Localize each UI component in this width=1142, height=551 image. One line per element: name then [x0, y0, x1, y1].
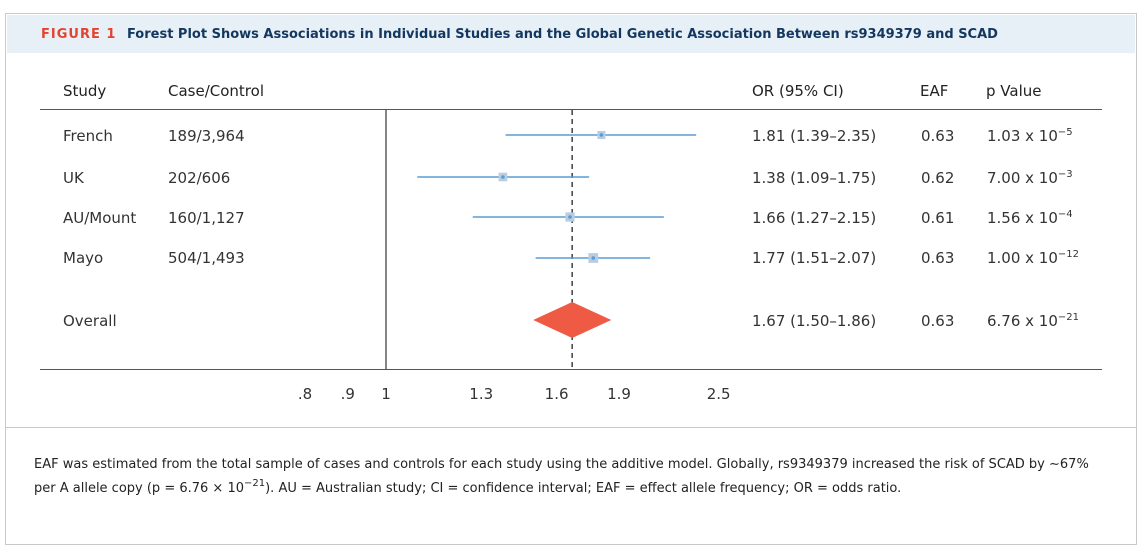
figure-frame: FIGURE 1 Forest Plot Shows Associations … [5, 13, 1137, 545]
row-eaf: 0.63 [921, 249, 955, 267]
header-study: Study [63, 82, 107, 100]
figure-title: FIGURE 1 Forest Plot Shows Associations … [41, 27, 998, 42]
row-eaf: 0.63 [921, 127, 955, 145]
p-exponent: −3 [1057, 169, 1073, 180]
caption-text-2: per A allele copy (p = 6.76 × 10 [34, 481, 244, 496]
caption-text-3: ). AU = Australian study; CI = confidenc… [265, 481, 902, 496]
caption-exponent: −21 [244, 478, 266, 489]
axis-rule [40, 369, 1102, 370]
caption-separator [5, 427, 1137, 428]
p-base: 1.03 x 10 [987, 127, 1058, 145]
p-exponent: −21 [1057, 312, 1080, 323]
row-or-ci: 1.66 (1.27–2.15) [752, 209, 877, 227]
figure-title-text: Forest Plot Shows Associations in Indivi… [126, 27, 998, 42]
row-case-control: 202/606 [168, 169, 231, 187]
row-p-value: 1.03 x 10−5 [987, 127, 1073, 145]
p-exponent: −12 [1057, 249, 1080, 260]
p-exponent: −5 [1057, 127, 1073, 138]
header-eaf: EAF [920, 82, 949, 100]
x-tick-label: 1 [381, 385, 391, 403]
p-base: 6.76 x 10 [987, 312, 1058, 330]
row-case-control: 189/3,964 [168, 127, 245, 145]
p-exponent: −4 [1057, 209, 1073, 220]
row-p-value: 7.00 x 10−3 [987, 169, 1073, 187]
row-study: French [63, 127, 113, 145]
figure-caption: EAF was estimated from the total sample … [34, 453, 1114, 501]
row-study: Mayo [63, 249, 104, 267]
row-eaf: 0.62 [921, 169, 955, 187]
row-or-ci: 1.81 (1.39–2.35) [752, 127, 877, 145]
x-tick-label: .9 [341, 385, 355, 403]
p-base: 7.00 x 10 [987, 169, 1058, 187]
row-eaf: 0.61 [921, 209, 955, 227]
header-case-control: Case/Control [168, 82, 264, 100]
row-p-value-overall: 6.76 x 10−21 [987, 312, 1079, 330]
row-study-overall: Overall [63, 312, 117, 330]
row-study: UK [63, 169, 84, 187]
row-case-control: 504/1,493 [168, 249, 245, 267]
x-tick-label: 1.3 [469, 385, 493, 403]
row-case-control: 160/1,127 [168, 209, 245, 227]
header-p-value: p Value [986, 82, 1042, 100]
row-or-ci: 1.77 (1.51–2.07) [752, 249, 877, 267]
row-p-value: 1.00 x 10−12 [987, 249, 1079, 267]
x-tick-label: .8 [298, 385, 312, 403]
row-p-value: 1.56 x 10−4 [987, 209, 1073, 227]
row-or-ci: 1.38 (1.09–1.75) [752, 169, 877, 187]
x-tick-label: 2.5 [707, 385, 731, 403]
point-estimate-dot [591, 256, 596, 260]
row-study: AU/Mount [63, 209, 137, 227]
caption-approx: ∼67% [1049, 457, 1089, 472]
x-tick-label: 1.6 [545, 385, 569, 403]
header-rule [40, 109, 1102, 110]
figure-title-bar: FIGURE 1 Forest Plot Shows Associations … [7, 15, 1135, 53]
point-estimate-dot [599, 133, 604, 137]
row-or-ci-overall: 1.67 (1.50–1.86) [752, 312, 877, 330]
row-eaf-overall: 0.63 [921, 312, 955, 330]
header-or-ci: OR (95% CI) [752, 82, 844, 100]
p-base: 1.56 x 10 [987, 209, 1058, 227]
point-estimate-dot [568, 215, 572, 219]
point-estimate-dot [501, 175, 505, 179]
overall-diamond [533, 302, 612, 338]
x-tick-label: 1.9 [607, 385, 631, 403]
p-base: 1.00 x 10 [987, 249, 1058, 267]
caption-text-1: EAF was estimated from the total sample … [34, 457, 1050, 472]
figure-label: FIGURE 1 [41, 27, 117, 42]
